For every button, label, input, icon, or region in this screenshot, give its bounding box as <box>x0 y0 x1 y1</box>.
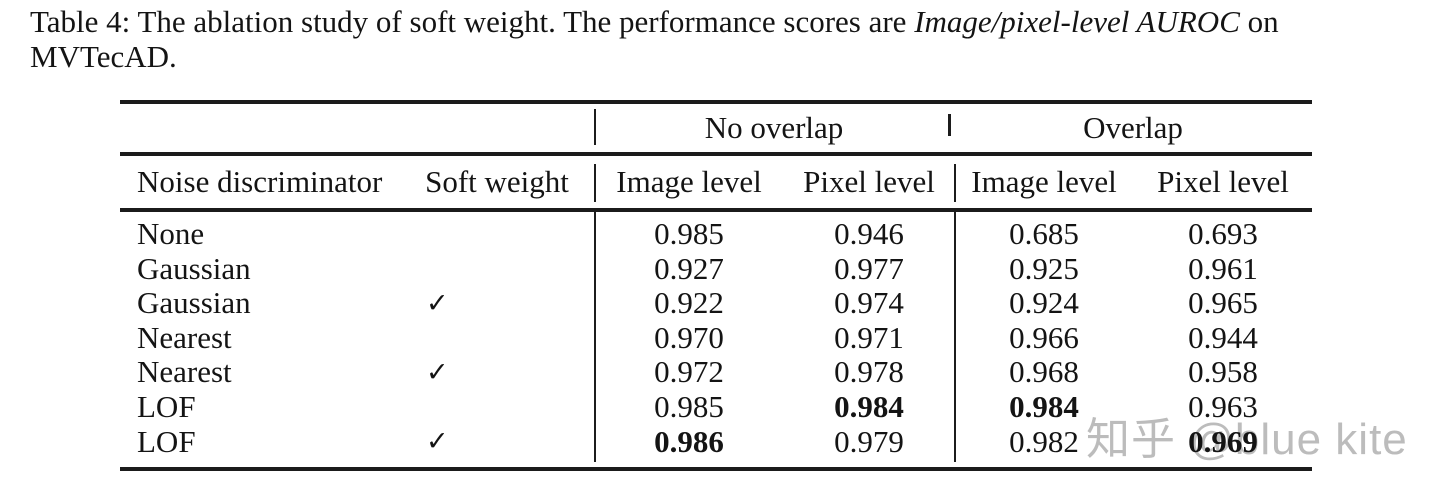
caption-text: Table 4: The ablation study of soft weig… <box>30 4 915 39</box>
column-header-row: Noise discriminator Soft weight Image le… <box>120 156 1312 208</box>
caption-text-suffix: on <box>1239 4 1279 39</box>
noise-discriminator-cell: Nearest <box>137 319 232 355</box>
image-level-no-overlap-cell: 0.985 <box>654 216 724 251</box>
table-row: LOF 0.985 0.984 0.984 0.963 <box>120 389 1312 424</box>
image-level-overlap-cell: 0.925 <box>1009 250 1079 286</box>
column-rule-right-header <box>954 164 956 202</box>
table-rule-top <box>120 100 1312 104</box>
pixel-level-no-overlap-cell: 0.984 <box>834 388 904 424</box>
noise-discriminator-cell: None <box>137 216 205 251</box>
table-rule-below-group-header <box>120 152 1312 156</box>
image-level-no-overlap-cell: 0.985 <box>654 388 724 424</box>
image-level-overlap-cell: 0.984 <box>1009 388 1079 424</box>
caption-line-2: MVTecAD. <box>30 39 177 74</box>
zhihu-watermark: 知乎 @blue kite <box>1086 415 1408 464</box>
column-rule-left-body <box>594 212 596 462</box>
column-header-noise-discriminator: Noise discriminator <box>137 164 383 199</box>
image-level-overlap-cell: 0.982 <box>1009 423 1079 459</box>
pixel-level-overlap-cell: 0.963 <box>1188 388 1258 424</box>
table-row: Gaussian ✓ 0.922 0.974 0.924 0.965 <box>120 285 1312 320</box>
pixel-level-overlap-cell: 0.958 <box>1188 354 1258 390</box>
column-header-pixel-level-no-overlap: Pixel level <box>803 164 935 199</box>
table-row: Nearest 0.970 0.971 0.966 0.944 <box>120 320 1312 355</box>
caption-italic-text: Image/pixel-level AUROC <box>914 4 1240 39</box>
image-level-no-overlap-cell: 0.922 <box>654 285 724 321</box>
group-header-overlap: Overlap <box>1083 110 1183 145</box>
column-header-soft-weight: Soft weight <box>425 164 569 199</box>
table-row: Gaussian 0.927 0.977 0.925 0.961 <box>120 251 1312 286</box>
table-row: LOF ✓ 0.986 0.979 0.982 0.969 <box>120 424 1312 459</box>
pixel-level-overlap-cell: 0.961 <box>1188 250 1258 286</box>
caption-line-1: Table 4: The ablation study of soft weig… <box>30 4 1430 39</box>
checkmark-icon: ✓ <box>426 356 449 388</box>
image-level-overlap-cell: 0.968 <box>1009 354 1079 390</box>
table-row: None 0.985 0.946 0.685 0.693 <box>120 216 1312 251</box>
image-level-overlap-cell: 0.924 <box>1009 285 1079 321</box>
pixel-level-overlap-cell: 0.944 <box>1188 319 1258 355</box>
table-rule-bottom <box>120 467 1312 471</box>
checkmark-icon: ✓ <box>426 287 449 319</box>
pixel-level-no-overlap-cell: 0.979 <box>834 423 904 459</box>
table-row: Nearest ✓ 0.972 0.978 0.968 0.958 <box>120 354 1312 389</box>
image-level-overlap-cell: 0.966 <box>1009 319 1079 355</box>
ablation-table: No overlap Overlap Noise discriminator S… <box>120 100 1312 472</box>
noise-discriminator-cell: Gaussian <box>137 250 251 286</box>
table-caption: Table 4: The ablation study of soft weig… <box>30 4 1430 74</box>
column-rule-right-body <box>954 212 956 462</box>
noise-discriminator-cell: LOF <box>137 423 196 459</box>
column-rule-left-header <box>594 164 596 202</box>
noise-discriminator-cell: Nearest <box>137 354 232 390</box>
checkmark-icon: ✓ <box>426 426 449 458</box>
group-header-row: No overlap Overlap <box>120 104 1312 152</box>
image-level-no-overlap-cell: 0.927 <box>654 250 724 286</box>
pixel-level-no-overlap-cell: 0.946 <box>834 216 904 251</box>
column-header-image-level-no-overlap: Image level <box>616 164 762 199</box>
pixel-level-no-overlap-cell: 0.977 <box>834 250 904 286</box>
column-header-pixel-level-overlap: Pixel level <box>1157 164 1289 199</box>
noise-discriminator-cell: LOF <box>137 388 196 424</box>
pixel-level-overlap-cell: 0.965 <box>1188 285 1258 321</box>
image-level-overlap-cell: 0.685 <box>1009 216 1079 251</box>
pixel-level-no-overlap-cell: 0.971 <box>834 319 904 355</box>
image-level-no-overlap-cell: 0.970 <box>654 319 724 355</box>
pixel-level-no-overlap-cell: 0.974 <box>834 285 904 321</box>
table-body: None 0.985 0.946 0.685 0.693 Gaussian 0.… <box>120 212 1312 459</box>
pixel-level-no-overlap-cell: 0.978 <box>834 354 904 390</box>
noise-discriminator-cell: Gaussian <box>137 285 251 321</box>
group-separator-bar <box>948 114 951 136</box>
image-level-no-overlap-cell: 0.972 <box>654 354 724 390</box>
table-rule-below-column-header <box>120 208 1312 212</box>
pixel-level-overlap-cell: 0.693 <box>1188 216 1258 251</box>
column-header-image-level-overlap: Image level <box>971 164 1117 199</box>
column-rule-left-group-header <box>594 109 596 145</box>
group-header-no-overlap: No overlap <box>704 110 844 145</box>
image-level-no-overlap-cell: 0.986 <box>654 423 724 459</box>
pixel-level-overlap-cell: 0.969 <box>1188 423 1258 459</box>
